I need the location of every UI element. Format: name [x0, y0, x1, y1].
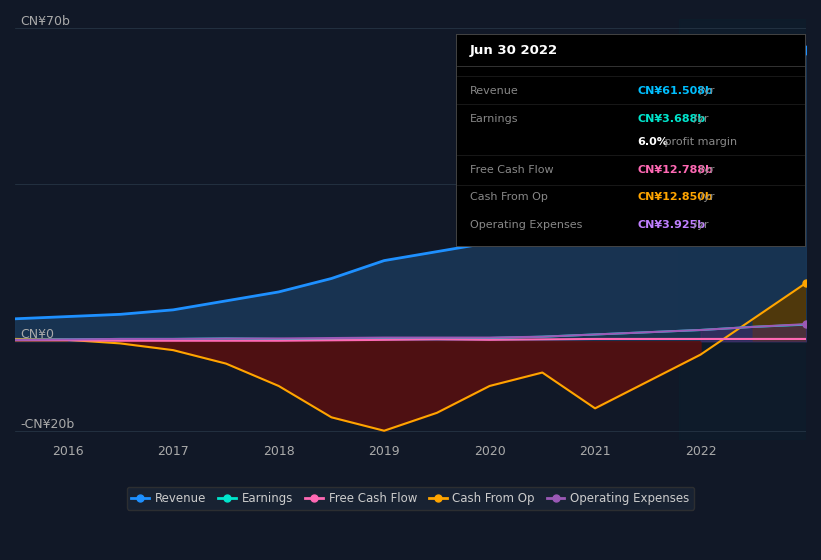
Text: Revenue: Revenue: [470, 86, 518, 96]
Text: Free Cash Flow: Free Cash Flow: [470, 165, 553, 175]
Text: -CN¥20b: -CN¥20b: [21, 418, 75, 431]
Text: Jun 30 2022: Jun 30 2022: [470, 44, 557, 57]
Legend: Revenue, Earnings, Free Cash Flow, Cash From Op, Operating Expenses: Revenue, Earnings, Free Cash Flow, Cash …: [126, 487, 695, 510]
Text: CN¥12.788b: CN¥12.788b: [637, 165, 713, 175]
Text: /yr: /yr: [690, 220, 709, 230]
Text: 6.0%: 6.0%: [637, 137, 668, 147]
Text: CN¥61.508b: CN¥61.508b: [637, 86, 713, 96]
Text: /yr: /yr: [690, 114, 709, 124]
Text: /yr: /yr: [696, 193, 715, 203]
Text: /yr: /yr: [696, 165, 715, 175]
Text: CN¥70b: CN¥70b: [21, 15, 70, 28]
Text: /yr: /yr: [696, 86, 715, 96]
Text: CN¥12.850b: CN¥12.850b: [637, 193, 713, 203]
Text: CN¥3.688b: CN¥3.688b: [637, 114, 705, 124]
Text: profit margin: profit margin: [661, 137, 737, 147]
Text: Earnings: Earnings: [470, 114, 518, 124]
Text: CN¥3.925b: CN¥3.925b: [637, 220, 705, 230]
Text: Cash From Op: Cash From Op: [470, 193, 548, 203]
Text: Operating Expenses: Operating Expenses: [470, 220, 582, 230]
Bar: [680, 19, 806, 440]
Text: CN¥0: CN¥0: [21, 328, 54, 341]
